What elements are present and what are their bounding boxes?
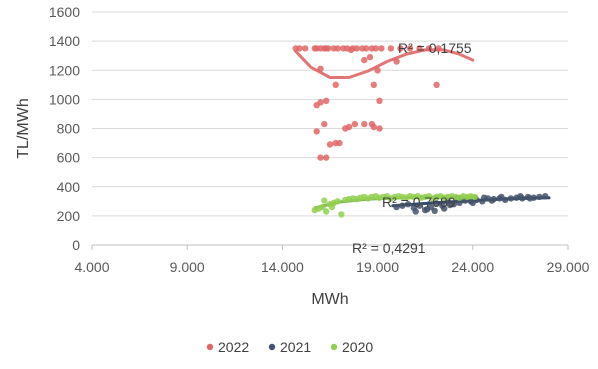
legend-label-2022: 2022: [218, 339, 249, 355]
r2-label-2022: R² = 0,1755: [398, 40, 472, 56]
trendline-2022: [294, 48, 475, 79]
r2-label-2021: R² = 0,4291: [352, 240, 426, 256]
r2-label-2020: R² = 0,7689: [382, 194, 456, 210]
point-2022: [317, 65, 324, 73]
legend-label-2020: 2020: [342, 339, 373, 355]
point-2021: [526, 195, 534, 202]
x-axis-title: MWh: [311, 291, 348, 308]
point-2021: [399, 202, 406, 209]
point-2022: [363, 45, 370, 52]
point-2022: [370, 81, 377, 89]
point-2022: [323, 97, 330, 105]
point-2021: [488, 197, 495, 204]
point-2022: [326, 141, 334, 148]
x-tick-label: 29.000: [547, 259, 590, 275]
y-tick-label: 1000: [49, 91, 80, 107]
labels: 0 200 400 600 800 1000 1200 1400 1600 4.000 9.000 1…: [15, 4, 590, 308]
x-tick-label: 4.000: [74, 259, 109, 275]
point-2021: [393, 203, 400, 211]
axes: [91, 244, 569, 250]
point-2022: [353, 45, 360, 52]
point-2022: [332, 81, 339, 89]
point-2022: [406, 45, 414, 52]
y-tick-label: 0: [72, 237, 80, 253]
y-axis-title: TL/MWh: [15, 98, 32, 158]
point-2020: [321, 197, 328, 204]
point-2021: [507, 195, 515, 202]
point-2022: [361, 56, 368, 64]
point-2022: [296, 45, 303, 52]
x-tick-label: 14.000: [261, 259, 304, 275]
point-2021: [412, 208, 419, 215]
point-2022: [425, 45, 433, 52]
legend-marker-2021: [268, 343, 276, 351]
point-2022: [323, 154, 330, 161]
y-tick-label: 1400: [49, 33, 80, 49]
point-2022: [323, 45, 330, 52]
point-2022: [317, 154, 324, 161]
x-tick-label: 9.000: [170, 259, 205, 275]
y-tick-label: 1600: [49, 4, 80, 20]
legend-marker-2020: [330, 343, 338, 351]
point-2022: [334, 45, 341, 52]
x-tick-label: 19.000: [356, 259, 399, 275]
point-2020: [338, 211, 345, 218]
point-2022: [347, 46, 355, 54]
point-2022: [372, 45, 379, 52]
point-2021: [481, 194, 488, 201]
point-2021: [433, 200, 440, 207]
point-2020: [323, 208, 330, 215]
point-2021: [404, 201, 412, 208]
point-2022: [342, 125, 349, 132]
point-2022: [433, 81, 440, 89]
point-2022: [387, 45, 395, 52]
point-2021: [542, 193, 549, 200]
point-2021: [536, 193, 543, 201]
point-2022: [366, 53, 374, 61]
point-2021: [441, 205, 448, 212]
y-tick-label: 400: [57, 179, 81, 195]
point-2022: [336, 139, 343, 147]
point-2022: [321, 120, 328, 128]
point-2022: [393, 58, 400, 65]
point-2021: [416, 202, 423, 209]
point-2022: [370, 123, 377, 131]
point-2022: [313, 128, 320, 135]
point-2022: [397, 45, 404, 52]
point-2022: [376, 97, 383, 105]
point-2020: [334, 198, 341, 205]
legend-marker-2022: [206, 343, 214, 351]
point-2020: [319, 203, 326, 211]
point-2021: [446, 201, 454, 209]
y-tick-label: 1200: [49, 62, 80, 78]
x-tick-label: 24.000: [451, 259, 494, 275]
point-2022: [376, 125, 383, 132]
point-2022: [302, 45, 309, 52]
legend: 2022 2021 2020: [206, 339, 373, 355]
point-2021: [431, 207, 438, 214]
legend-label-2021: 2021: [280, 339, 311, 355]
point-2022: [416, 45, 423, 52]
y-tick-label: 800: [57, 121, 81, 137]
point-2022: [374, 67, 381, 74]
point-2021: [517, 193, 524, 200]
point-2021: [469, 199, 476, 206]
point-2022: [317, 45, 324, 52]
point-2022: [435, 45, 442, 52]
point-2022: [317, 99, 324, 106]
y-tick-label: 600: [57, 150, 81, 166]
point-2022: [361, 120, 368, 128]
point-2021: [498, 193, 505, 201]
gridlines: [92, 11, 568, 217]
point-2020: [471, 193, 478, 201]
point-2020: [328, 203, 336, 211]
point-2021: [423, 206, 431, 213]
point-2022: [378, 45, 385, 52]
data-points: [292, 45, 549, 218]
point-2022: [351, 120, 358, 128]
y-tick-label: 200: [57, 208, 81, 224]
